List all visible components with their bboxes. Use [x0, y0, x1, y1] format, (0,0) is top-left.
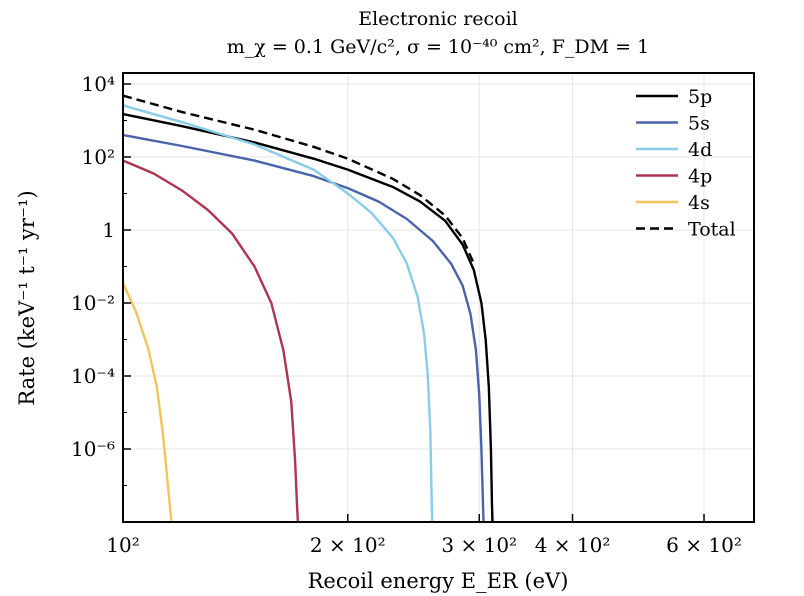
series-line-4s	[123, 282, 173, 522]
x-tick-labels: 10² 2 × 10² 3 × 10² 4 × 10² 6 × 10²	[106, 533, 742, 557]
y-tick-labels: 10⁻⁶ 10⁻⁴ 10⁻² 1 10² 10⁴	[71, 72, 115, 461]
y-tick-label: 10⁻⁶	[71, 437, 115, 461]
legend-label: 5s	[688, 113, 710, 135]
legend-label: Total	[688, 219, 736, 241]
x-axis-label: Recoil energy E_ER (eV)	[308, 569, 569, 593]
x-tick-label: 2 × 10²	[310, 533, 386, 557]
plot-frame	[122, 72, 755, 523]
y-tick-label: 10²	[82, 145, 115, 169]
y-tick-label: 10⁻²	[71, 291, 115, 315]
x-tick-label: 6 × 10²	[666, 533, 742, 557]
y-tick-label: 1	[102, 218, 115, 242]
series-line-5p	[123, 112, 494, 522]
x-tick-label: 10²	[106, 533, 139, 557]
y-tick-label: 10⁻⁴	[71, 364, 115, 388]
legend-label: 5p	[688, 86, 712, 108]
y-tick-label: 10⁴	[82, 72, 115, 96]
y-axis-label: Rate (keV⁻¹ t⁻¹ yr⁻¹)	[15, 190, 39, 405]
series-line-4p	[123, 159, 300, 522]
gridlines	[122, 73, 754, 522]
legend: 5p 5s 4d 4p 4s Total	[636, 86, 736, 241]
x-tick-label: 4 × 10²	[535, 533, 611, 557]
series-line-total	[123, 94, 475, 265]
series-line-5s	[123, 133, 485, 522]
legend-label: 4d	[688, 139, 712, 161]
chart-title: Electronic recoil	[358, 8, 518, 30]
series-line-4d	[123, 104, 434, 522]
legend-label: 4s	[688, 192, 710, 214]
legend-label: 4p	[688, 166, 712, 188]
series-lines	[123, 94, 494, 522]
chart-subtitle: m_χ = 0.1 GeV/c², σ = 10⁻⁴⁰ cm², F_DM = …	[227, 36, 649, 58]
x-tick-label: 3 × 10²	[441, 533, 517, 557]
axis-ticks	[122, 83, 705, 523]
